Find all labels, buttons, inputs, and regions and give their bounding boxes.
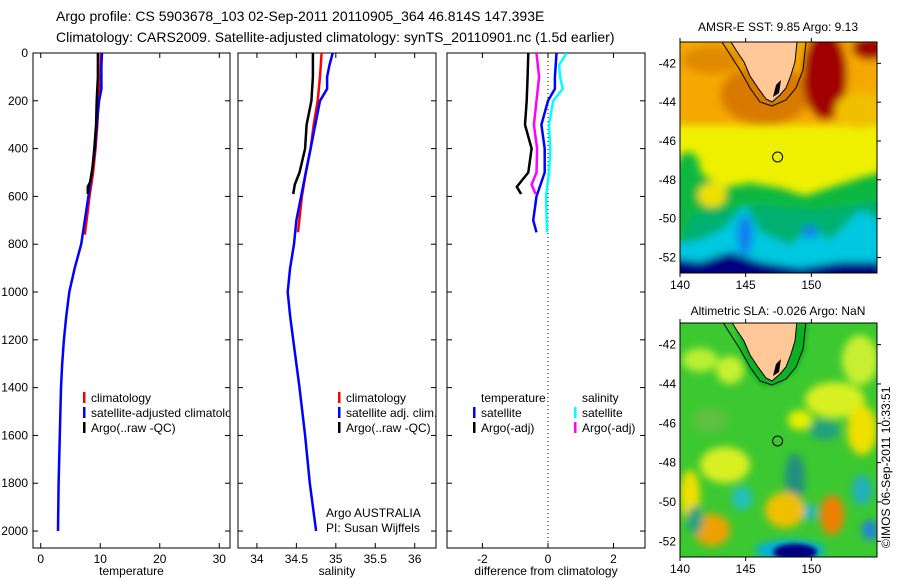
axes-frame [32,52,231,549]
series-line-temperature-satellite [531,53,558,233]
lon-tick-label: 140 [670,278,690,292]
legend-swatch [574,407,577,418]
argo-location-marker [772,435,784,447]
lat-tick-label: -46 [659,416,677,430]
series-line-argo-raw-qc- [86,53,100,194]
x-axis-label: salinity [319,564,356,578]
depth-tick-label: 1800 [1,476,28,490]
lat-tick-label: -46 [659,134,677,148]
depth-tick-label: 2000 [1,524,28,538]
lat-tick-label: -42 [659,338,677,352]
lon-tick-label: 140 [670,562,690,576]
legend-swatch [473,407,476,418]
legend-swatch [473,422,476,433]
legend-label: satellite-adjusted climatology [91,406,244,420]
series-line-salinity-satellite [544,53,568,233]
series-line-argo-raw-qc- [291,53,315,195]
sst-map: AMSR-E SST: 9.85 Argo: 9.13 140 145 150 -42… [659,20,881,292]
imos-timestamp: ©IMOS 06-Sep-2011 10:33:51 [879,386,893,548]
x-axis-label: temperature [99,564,164,578]
legend-label: Argo(-adj) [481,421,534,435]
sla-map-title: Altimetric SLA: -0.026 Argo: NaN [691,304,866,318]
depth-tick-label: 800 [8,237,28,251]
lon-tick-label: 145 [736,278,756,292]
depth-tick-label: 1000 [1,285,28,299]
x-tick-label: 20 [153,552,167,566]
legend-swatch [338,407,341,418]
depth-tick-label: 1400 [1,381,28,395]
legend: temperaturesatelliteArgo(-adj)salinitysa… [473,391,635,435]
lon-tick-label: 145 [736,562,756,576]
legend-label: satellite [582,406,623,420]
depth-tick-label: 0 [21,46,28,60]
depth-tick-label: 1600 [1,428,28,442]
sst-map-title: AMSR-E SST: 9.85 Argo: 9.13 [698,20,858,34]
legend-label: climatology [91,391,151,405]
legend-swatch [574,422,577,433]
x-tick-label: 10 [94,552,108,566]
x-tick-label: 35.5 [364,552,388,566]
legend-swatch [83,422,86,433]
axes-frame [446,52,646,549]
x-tick-label: 0 [545,552,552,566]
axes-frame [237,52,437,549]
lat-tick-label: -52 [659,250,677,264]
series-line-satellite-adjusted-climatology [56,53,104,532]
depth-tick-label: 400 [8,142,28,156]
legend-label: Argo(..raw -QC) [91,421,176,435]
lat-tick-label: -50 [659,495,677,509]
x-tick-label: -2 [477,552,488,566]
sla-map: Altimetric SLA: -0.026 Argo: NaN 140 145 1… [659,304,881,576]
lon-tick-label: 150 [801,278,821,292]
depth-tick-label: 200 [8,94,28,108]
legend-header: temperature [481,391,546,405]
x-axis-label: difference from climatology [474,564,617,578]
legend-swatch [83,392,86,403]
profile-panel-0: 0 10 20 30 0 200 400 600 800 1000 1200 1400 1600 1800… [1,46,244,578]
x-tick-label: 34.5 [285,552,309,566]
argo-location-marker [772,151,784,163]
legend-header: salinity [582,391,619,405]
lon-tick-label: 150 [801,562,821,576]
series-line-satellite-adj-clim- [286,53,334,532]
lat-tick-label: -44 [659,95,677,109]
legend-swatch [338,392,341,403]
legend-label: Argo(-adj) [582,421,635,435]
legend-swatch [83,407,86,418]
lat-tick-label: -42 [659,56,677,70]
x-tick-label: 30 [213,552,227,566]
lat-tick-label: -50 [659,212,677,226]
credit-institution: Argo AUSTRALIA [326,506,421,520]
lat-tick-label: -44 [659,377,677,391]
lat-tick-label: -48 [659,456,677,470]
lat-tick-label: -48 [659,173,677,187]
x-tick-label: 2 [610,552,617,566]
profile-panels: 0 10 20 30020040060080010001200140016001800… [1,46,646,578]
depth-tick-label: 1200 [1,333,28,347]
series-line-temperature-argo-adj- [515,53,533,195]
x-tick-label: 36 [408,552,422,566]
depth-tick-label: 600 [8,189,28,203]
x-tick-label: 34 [250,552,264,566]
lat-tick-label: -52 [659,534,677,548]
x-tick-label: 35 [329,552,343,566]
profile-panel-1: 34 34.5 35 35.5 36 salinity climatologysatelli… [237,52,437,578]
x-tick-label: 0 [37,552,44,566]
figure-title-line2: Climatology: CARS2009. Satellite-adjuste… [56,29,614,45]
legend-label: satellite adj. clim. [346,406,437,420]
legend-label: climatology [346,391,406,405]
legend-label: satellite [481,406,522,420]
figure-title-line1: Argo profile: CS 5903678_103 02-Sep-2011… [56,8,544,24]
series-line-salinity-argo-adj- [530,53,541,195]
credit-pi: PI: Susan Wijffels [326,521,420,535]
legend-label: Argo(..raw -QC) [346,421,431,435]
legend-swatch [338,422,341,433]
